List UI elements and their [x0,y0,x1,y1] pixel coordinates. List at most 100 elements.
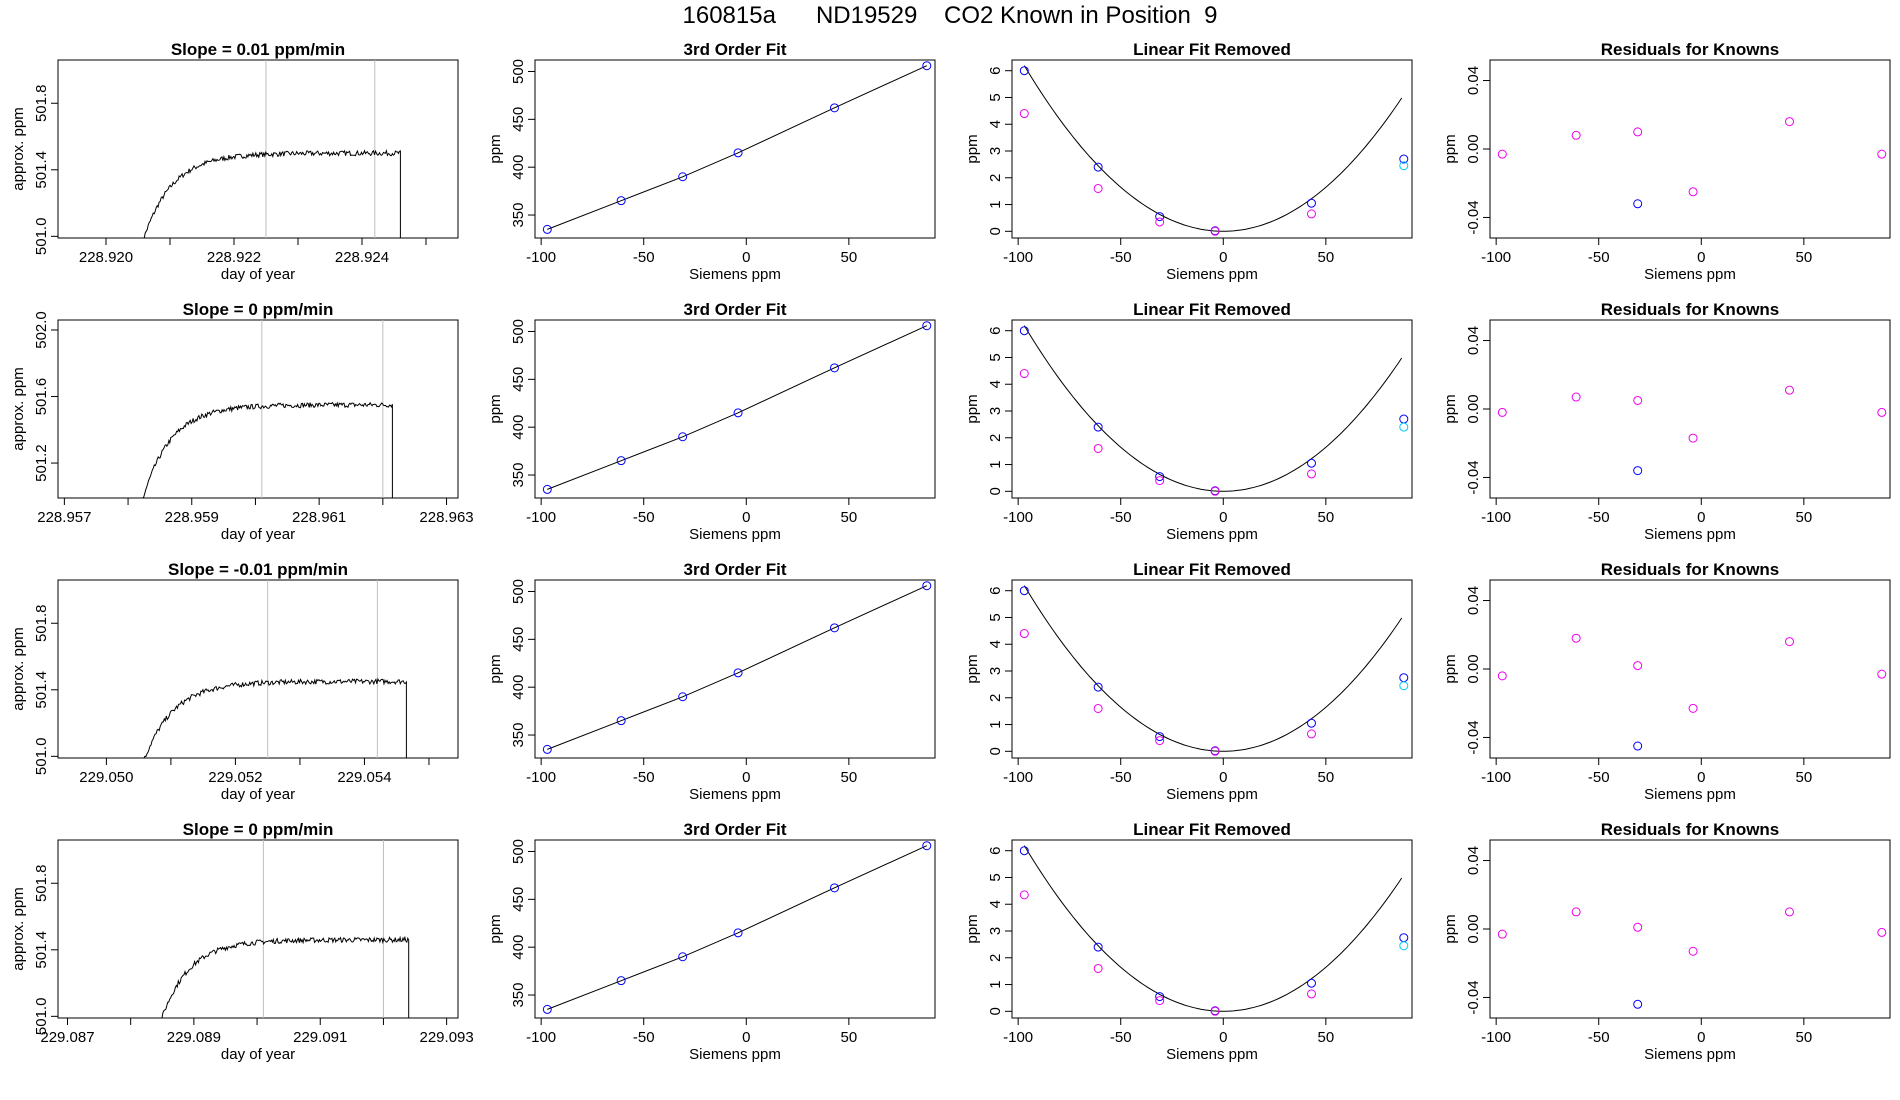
x-axis-label: day of year [221,266,295,283]
parabola-curve [1023,65,1403,232]
measured-point [1019,369,1029,379]
plot-frame [1011,319,1413,499]
y-tick-label: 3 [987,927,1004,935]
residual-point [1784,907,1794,917]
main-title: 160815a ND19529 CO2 Known in Position 9 [682,2,1218,29]
y-tick-label: 6 [987,847,1004,855]
fit-point [733,668,743,678]
x-tick-label: -50 [1110,1029,1132,1046]
measured-point [1306,729,1316,739]
x-axis-label: Siemens ppm [1644,526,1736,543]
plot-frame [1489,319,1891,499]
x-tick-label: 50 [1318,509,1335,526]
y-tick-label: 0 [987,227,1004,235]
fit-point [616,456,626,466]
fit-point [616,976,626,986]
x-tick-label: 0 [742,769,750,786]
y-tick-label: 450 [510,367,527,392]
y-tick-label: 500 [510,579,527,604]
known-point [1093,162,1103,172]
residual-point [1784,385,1794,395]
x-tick-label: -50 [1588,509,1610,526]
y-tick-label: 501.8 [33,604,50,642]
x-tick-label: 0 [742,249,750,266]
x-axis-label: Siemens ppm [1166,786,1258,803]
known-point [1306,718,1316,728]
x-tick-label: -50 [1588,769,1610,786]
y-tick-label: 5 [987,873,1004,881]
residual-point [1877,149,1887,159]
y-tick-label: -0.04 [1465,460,1482,494]
y-axis-label: approx. ppm [10,107,27,190]
x-tick-label: 50 [1796,1029,1813,1046]
x-tick-label: 229.087 [40,1029,94,1046]
y-tick-label: 501.4 [33,671,50,709]
y-tick-label: 2 [987,954,1004,962]
measured-point [1306,469,1316,479]
known-point [1093,682,1103,692]
y-axis-label: ppm [1442,914,1459,943]
measured-point [1019,890,1029,900]
x-tick-label: 228.924 [335,249,389,266]
y-tick-label: 0.00 [1465,654,1482,683]
y-axis-label: ppm [1442,394,1459,423]
x-tick-label: -100 [526,509,556,526]
x-tick-label: 0 [1697,769,1705,786]
time-series-panel: Slope = -0.01 ppm/min 229.050 229.052 229.0… [10,560,459,803]
measured-point [1019,109,1029,119]
x-tick-label: -100 [1003,769,1033,786]
fit-point [733,148,743,158]
y-tick-label: 400 [510,415,527,440]
panel-title: Slope = 0 ppm/min [183,820,334,839]
cyan-point [1399,422,1409,432]
fit-curve [547,65,928,230]
known-point [1155,472,1165,482]
known-point [1399,673,1409,683]
x-tick-label: -50 [1110,249,1132,266]
y-tick-label: 0.04 [1465,846,1482,875]
x-tick-label: 228.959 [165,509,219,526]
residual-point [1633,395,1643,405]
residual-point [1571,907,1581,917]
x-axis-label: Siemens ppm [1644,786,1736,803]
y-tick-label: 500 [510,839,527,864]
y-tick-label: 501.6 [33,378,50,416]
known-point [1399,414,1409,424]
x-tick-label: -50 [633,1029,655,1046]
measured-point [1019,629,1029,639]
measured-point [1093,963,1103,973]
residuals-panel: Residuals for Knowns -100 -50 0 50 Siemens pp… [1442,40,1891,283]
residuals-panel: Residuals for Knowns -100 -50 0 50 Siemens pp… [1442,820,1891,1063]
residual-point [1497,929,1507,939]
x-tick-label: -100 [1481,769,1511,786]
y-axis-label: ppm [487,394,504,423]
x-axis-label: Siemens ppm [1644,1046,1736,1063]
x-tick-label: -100 [526,1029,556,1046]
y-axis-label: ppm [487,914,504,943]
residual-point [1877,927,1887,937]
residuals-panel: Residuals for Knowns -100 -50 0 50 Siemens pp… [1442,560,1891,803]
plot-frame [57,579,459,759]
y-tick-label: 0.00 [1465,134,1482,163]
x-tick-label: -50 [633,509,655,526]
panel-title: Linear Fit Removed [1133,300,1291,319]
measured-point [1093,183,1103,193]
fit-point [678,692,688,702]
x-tick-label: 0 [1697,509,1705,526]
panel-title: Linear Fit Removed [1133,40,1291,59]
fit-point [922,841,932,851]
y-tick-label: -0.04 [1465,980,1482,1014]
fit-point [542,744,552,754]
y-axis-label: ppm [487,134,504,163]
y-tick-label: 4 [987,380,1004,388]
x-tick-label: 0 [1219,769,1227,786]
y-tick-label: 500 [510,319,527,344]
cyan-point [1399,941,1409,951]
y-tick-label: 5 [987,93,1004,101]
x-tick-label: 50 [1796,249,1813,266]
known-point [1155,732,1165,742]
residual-blue-point [1633,466,1643,476]
panel-title: Slope = 0.01 ppm/min [171,40,345,59]
